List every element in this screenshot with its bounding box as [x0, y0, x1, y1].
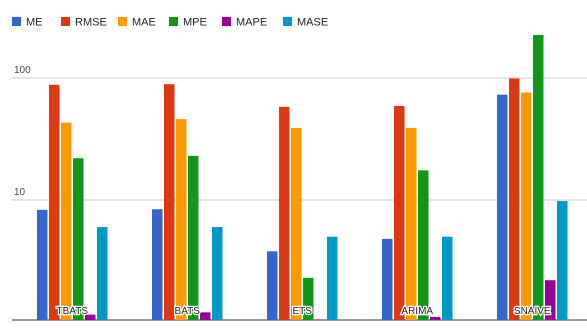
legend-item-rmse[interactable]: RMSE	[61, 17, 107, 29]
bar-mape-arima[interactable]	[430, 316, 441, 320]
bar-mase-tbats[interactable]	[97, 227, 108, 320]
bar-mase-snaive[interactable]	[557, 201, 568, 320]
legend-swatch	[222, 17, 231, 26]
bar-mpe-arima[interactable]	[418, 170, 429, 320]
bar-mape-snaive[interactable]	[545, 280, 556, 320]
bar-mape-bats[interactable]	[200, 312, 211, 320]
legend-item-mape[interactable]: MAPE	[222, 17, 267, 29]
bar-mae-bats[interactable]	[176, 119, 187, 320]
x-category-label: SNAIVE	[514, 306, 551, 317]
legend-item-mpe[interactable]: MPE	[169, 17, 207, 29]
y-tick-label: 10	[14, 187, 26, 198]
legend-label: ME	[26, 17, 43, 29]
bar-mape-tbats[interactable]	[85, 314, 96, 320]
bar-me-tbats[interactable]	[37, 209, 48, 320]
legend-swatch	[169, 17, 178, 26]
bar-mpe-tbats[interactable]	[73, 158, 84, 320]
legend-label: MAPE	[236, 17, 267, 29]
y-tick-label: 100	[14, 65, 31, 76]
bar-me-ets[interactable]	[267, 251, 278, 320]
legend-label: MASE	[297, 17, 328, 29]
bar-mase-bats[interactable]	[212, 227, 223, 320]
legend-item-mase[interactable]: MASE	[283, 17, 328, 29]
legend-item-mae[interactable]: MAE	[118, 17, 156, 29]
bar-rmse-tbats[interactable]	[49, 84, 60, 320]
bar-mae-ets[interactable]	[291, 127, 302, 320]
legend-label: MAE	[132, 17, 156, 29]
legend-swatch	[61, 17, 70, 26]
bar-mpe-snaive[interactable]	[533, 35, 544, 321]
x-category-label: ETS	[293, 306, 313, 317]
label-layer: TBATS BATS ETS ARIMA SNAIVE	[55, 305, 552, 319]
bar-rmse-bats[interactable]	[164, 84, 175, 321]
bar-me-arima[interactable]	[382, 238, 393, 320]
bar-mape-ets[interactable]	[315, 319, 326, 320]
bar-me-bats[interactable]	[152, 209, 163, 320]
bar-me-snaive[interactable]	[497, 94, 508, 320]
legend[interactable]: ME RMSE MAE MPE MAPE MASE	[12, 17, 328, 29]
bar-layer	[37, 35, 568, 321]
legend-item-me[interactable]: ME	[12, 17, 43, 29]
legend-swatch	[283, 17, 292, 26]
x-category-label: BATS	[175, 306, 201, 317]
bar-rmse-ets[interactable]	[279, 106, 290, 320]
legend-label: MPE	[183, 17, 207, 29]
bar-mae-tbats[interactable]	[61, 122, 72, 320]
bar-mae-arima[interactable]	[406, 127, 417, 320]
bar-mpe-ets[interactable]	[303, 277, 314, 320]
x-category-label: ARIMA	[401, 306, 433, 317]
bar-rmse-arima[interactable]	[394, 105, 405, 320]
x-category-label: TBATS	[57, 306, 89, 317]
bar-mpe-bats[interactable]	[188, 155, 199, 320]
bar-mase-ets[interactable]	[327, 236, 338, 320]
legend-label: RMSE	[75, 17, 107, 29]
legend-swatch	[118, 17, 127, 26]
bar-mae-snaive[interactable]	[521, 92, 532, 320]
bar-mase-arima[interactable]	[442, 236, 453, 320]
bar-rmse-snaive[interactable]	[509, 78, 520, 321]
legend-swatch	[12, 17, 21, 26]
